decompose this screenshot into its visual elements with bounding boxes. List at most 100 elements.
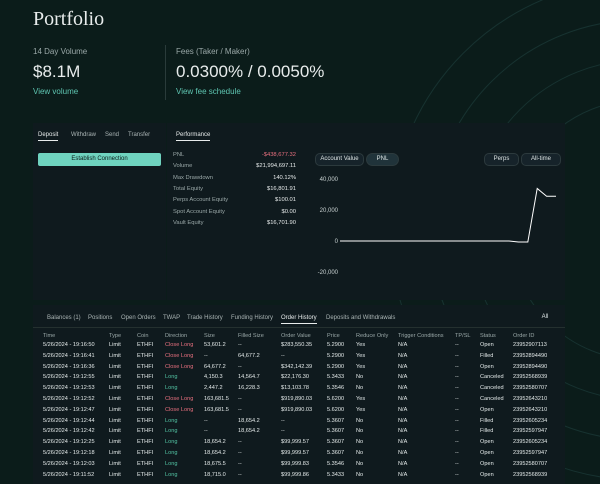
table-cell: Limit: [109, 396, 121, 402]
performance-panel: Performance PNL -$438,677.32 Volume $21,994…: [167, 123, 565, 300]
table-cell: --: [204, 417, 208, 424]
table-cell: No: [356, 428, 364, 435]
table-cell: Limit: [109, 342, 121, 348]
tab[interactable]: Performance: [176, 132, 211, 141]
table-cell: 5/26/2024 - 19:12:18: [43, 450, 95, 456]
table-cell: $283,550.35: [281, 342, 313, 348]
table-cell: 18,654.2: [204, 439, 226, 446]
table-cell: N/A: [398, 439, 408, 446]
table-cell: 23952907113: [513, 342, 547, 348]
tab[interactable]: Transfer: [128, 132, 151, 138]
table-cell: $99,999.57: [281, 450, 309, 456]
tab[interactable]: Trade History: [187, 315, 223, 321]
y-tick-label: 0: [335, 239, 339, 245]
table-cell: Filled: [480, 428, 494, 435]
table-cell: No: [356, 385, 364, 392]
table-cell: --: [204, 352, 208, 359]
table-cell: 23952643210: [513, 396, 548, 402]
table-cell: $919,890.03: [281, 406, 313, 413]
table-cell: --: [281, 428, 285, 435]
column-header: Type: [109, 333, 122, 339]
table-cell: Close Long: [165, 342, 194, 348]
tab[interactable]: Withdraw: [71, 132, 97, 138]
table-cell: 5.2900: [327, 363, 345, 370]
metric-label: Volume: [173, 163, 193, 170]
table-cell: Limit: [109, 363, 121, 370]
table-cell: Yes: [356, 363, 366, 370]
table-cell: ETHFI: [137, 428, 154, 435]
table-cell: 18,654.2: [204, 450, 226, 456]
chart-control[interactable]: Perps: [484, 153, 519, 166]
table-cell: --: [238, 439, 242, 446]
y-tick-label: -20,000: [318, 270, 339, 276]
filter-dropdown[interactable]: All: [541, 314, 549, 320]
divider: [165, 45, 166, 100]
table-cell: ETHFI: [137, 417, 154, 424]
table-cell: 23952568939: [513, 471, 548, 478]
table-cell: 5.6200: [327, 396, 345, 402]
metric-value: $0.00: [281, 208, 296, 215]
table-cell: --: [238, 450, 242, 456]
table-cell: --: [455, 385, 459, 392]
stat-label: 14 Day Volume: [33, 47, 88, 56]
table-cell: 14,564.7: [238, 374, 260, 381]
metric-label: Total Equity: [173, 185, 203, 192]
metric-value: $21,994,697.11: [256, 163, 296, 170]
chart-control[interactable]: Account Value: [315, 153, 364, 166]
column-header: Size: [204, 333, 215, 339]
tab[interactable]: Positions: [88, 315, 113, 321]
table-cell: 53,601.2: [204, 342, 226, 348]
table-cell: 5/26/2024 - 19:12:44: [43, 417, 95, 424]
tab[interactable]: Funding History: [231, 315, 274, 321]
table-cell: No: [356, 439, 364, 446]
tab[interactable]: Open Orders: [121, 315, 156, 321]
tab[interactable]: Deposit: [38, 132, 59, 141]
table-cell: N/A: [398, 385, 408, 392]
table-cell: 5.2900: [327, 352, 345, 359]
chart-control[interactable]: PNL: [366, 153, 399, 166]
tab[interactable]: Balances (1): [47, 315, 81, 321]
tab[interactable]: TWAP: [163, 315, 181, 321]
stat-value: 0.0300% / 0.0050%: [176, 62, 325, 81]
table-cell: N/A: [398, 460, 408, 467]
column-header: Filled Size: [238, 333, 264, 339]
table-cell: 5/26/2024 - 19:12:03: [43, 460, 95, 467]
tab[interactable]: Deposits and Withdrawals: [326, 315, 396, 321]
table-cell: 5.3607: [327, 428, 345, 435]
table-cell: --: [204, 428, 208, 435]
stat-link[interactable]: View fee schedule: [176, 87, 241, 96]
metric-value: $100.01: [275, 197, 296, 204]
table-cell: Open: [480, 406, 494, 413]
table-cell: --: [455, 352, 459, 359]
tab[interactable]: Order History: [281, 315, 317, 324]
table-cell: --: [238, 396, 242, 402]
table-cell: Long: [165, 417, 178, 424]
table-cell: Open: [480, 460, 494, 467]
connect-button[interactable]: Establish Connection: [38, 153, 161, 166]
table-cell: 163,681.5: [204, 396, 229, 402]
table-cell: 5/26/2024 - 19:11:52: [43, 471, 95, 478]
chart-control[interactable]: All-time: [521, 153, 561, 166]
table-cell: 5.3433: [327, 471, 345, 478]
table-cell: Long: [165, 460, 178, 467]
table-cell: Filled: [480, 352, 494, 359]
tab[interactable]: Send: [105, 132, 120, 138]
stat-link[interactable]: View volume: [33, 87, 79, 96]
table-cell: N/A: [398, 342, 408, 348]
column-header: Order ID: [513, 333, 535, 339]
divider: [33, 327, 565, 328]
table-cell: 5.2900: [327, 342, 345, 348]
table-cell: 23952580707: [513, 460, 548, 467]
table-cell: --: [238, 363, 242, 370]
table-cell: Limit: [109, 439, 121, 446]
table-cell: N/A: [398, 363, 408, 370]
table-cell: Open: [480, 450, 494, 456]
table-cell: Long: [165, 439, 178, 446]
table-cell: Yes: [356, 396, 366, 402]
table-cell: Limit: [109, 374, 121, 381]
table-cell: ETHFI: [137, 439, 154, 446]
column-header: Reduce Only: [356, 333, 389, 339]
table-cell: N/A: [398, 450, 408, 456]
table-cell: 5/26/2024 - 19:16:50: [43, 342, 95, 348]
column-header: Direction: [165, 333, 188, 339]
